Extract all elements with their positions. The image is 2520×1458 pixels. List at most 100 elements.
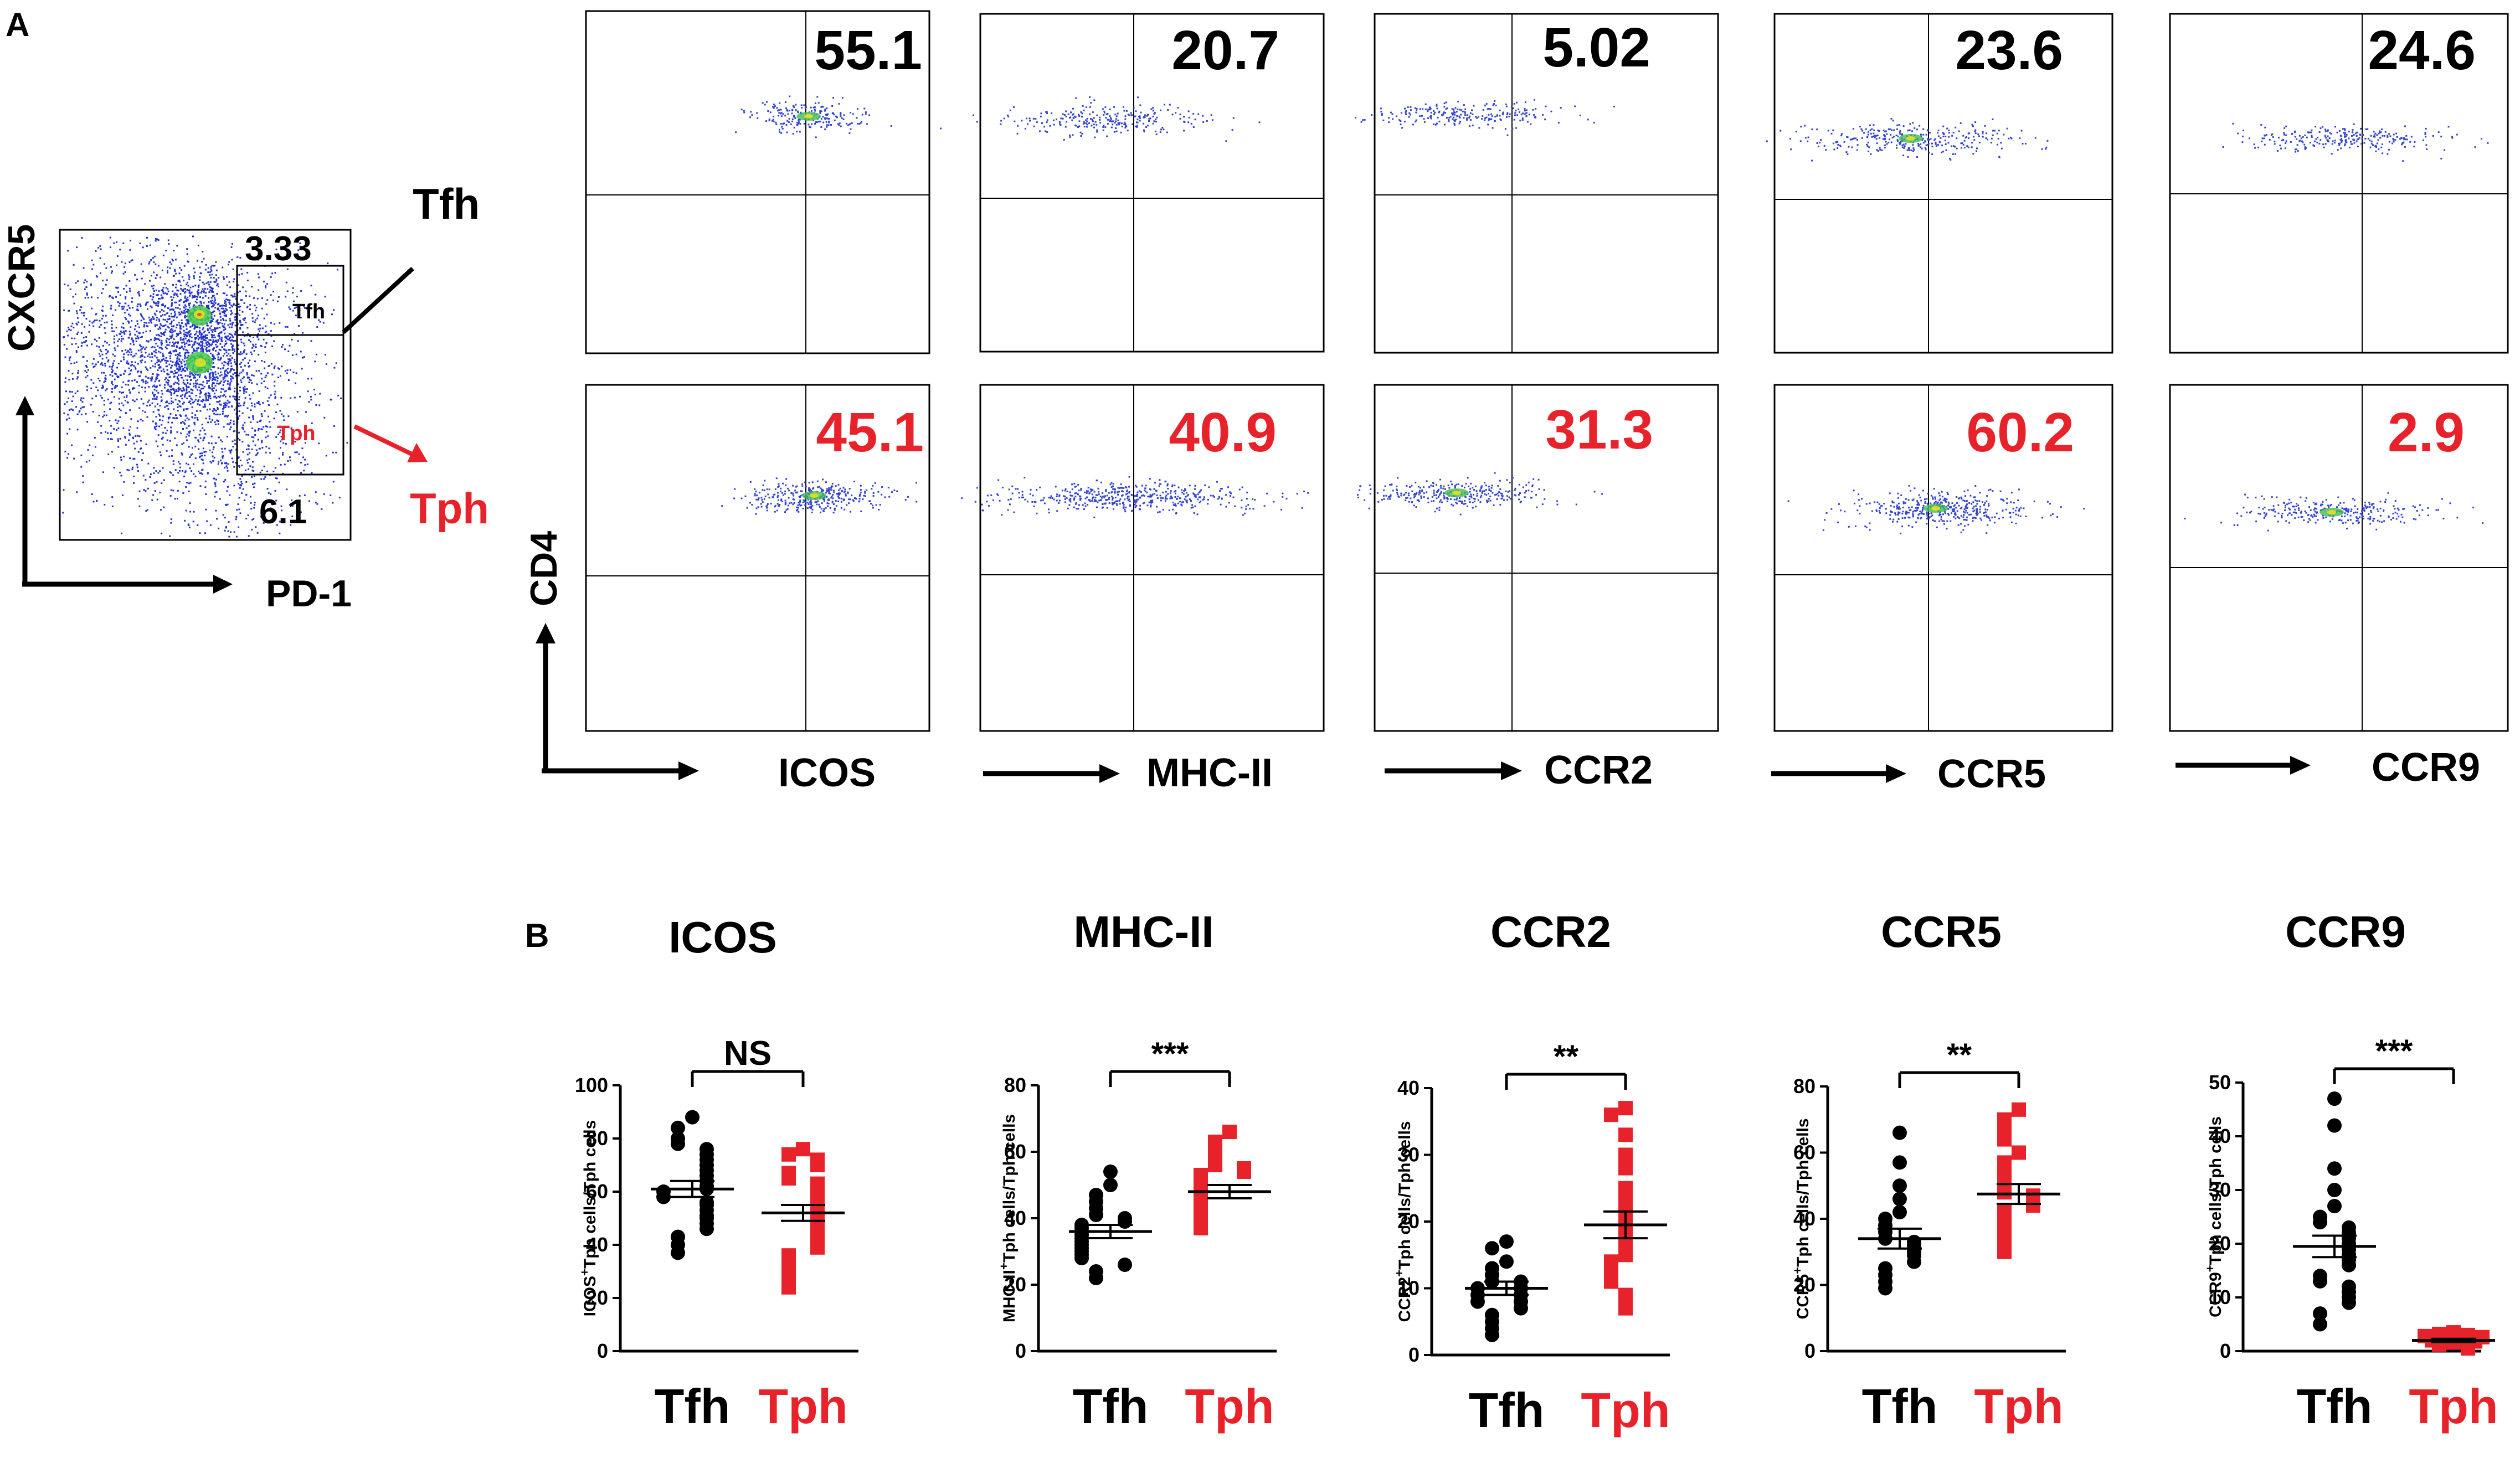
gating-event: [210, 435, 213, 437]
flow-event: [1866, 145, 1869, 147]
flow-event: [1161, 127, 1164, 128]
gating-event: [167, 266, 169, 269]
gating-event: [91, 398, 94, 400]
flow-event: [1490, 113, 1493, 115]
flow-event: [1535, 108, 1537, 110]
flow-event: [2393, 138, 2395, 141]
gating-event: [71, 378, 74, 380]
flow-event: [1457, 100, 1459, 102]
gating-event: [141, 355, 143, 357]
gating-event: [333, 309, 335, 311]
gating-event: [138, 332, 140, 334]
gating-event: [160, 396, 162, 398]
gating-event: [81, 401, 84, 403]
gating-event: [226, 467, 228, 469]
gating-event: [230, 375, 232, 377]
flow-event: [1405, 113, 1407, 115]
flow-event: [1175, 112, 1177, 114]
gating-event: [101, 358, 104, 360]
flow-event: [1933, 139, 1936, 141]
gating-event: [251, 353, 253, 356]
gating-event: [166, 312, 168, 315]
gating-event: [331, 313, 333, 316]
flow-event: [2325, 137, 2327, 139]
flow-event: [1877, 150, 1879, 152]
gating-event: [193, 277, 195, 280]
flow-event: [1532, 109, 1534, 111]
flow-event: [1488, 119, 1490, 121]
gating-event: [197, 285, 199, 287]
gating-event: [128, 434, 131, 436]
gating-event: [178, 358, 181, 360]
gating-event: [257, 273, 259, 275]
gating-event: [115, 309, 117, 311]
gating-event: [201, 346, 203, 348]
gating-event: [157, 360, 160, 362]
gating-event: [91, 343, 93, 346]
gating-event: [99, 380, 101, 382]
gating-event: [214, 442, 217, 444]
flow-event: [1490, 118, 1493, 120]
flow-event: [1489, 119, 1492, 121]
flow-event: [1091, 125, 1093, 127]
gating-event: [105, 374, 107, 377]
gating-event: [261, 516, 263, 518]
flow-event: [1452, 113, 1454, 115]
gating-event: [242, 318, 244, 320]
flow-event: [868, 114, 871, 116]
gating-event: [164, 359, 166, 362]
gating-event: [217, 372, 219, 374]
gating-event: [185, 408, 187, 410]
gating-event: [94, 365, 96, 368]
gating-event: [258, 370, 260, 372]
gating-event: [277, 377, 280, 379]
gating-event: [202, 288, 204, 290]
gating-event: [258, 403, 260, 405]
gating-event: [204, 406, 206, 408]
gating-event: [184, 423, 186, 425]
flow-event: [1875, 135, 1878, 137]
gating-event: [162, 314, 164, 316]
gating-event: [218, 353, 220, 355]
gating-event: [112, 353, 114, 356]
flow-event: [1060, 117, 1062, 120]
gating-event: [171, 389, 173, 390]
gating-event: [199, 485, 202, 487]
gating-event: [235, 375, 237, 377]
flow-event: [792, 503, 794, 506]
gating-event: [186, 439, 188, 441]
gating-event: [117, 291, 119, 293]
gating-event: [193, 473, 195, 475]
gating-event: [219, 368, 222, 370]
gating-event: [176, 358, 178, 360]
gating-event: [274, 380, 276, 383]
gating-event: [225, 462, 228, 464]
gating-event: [188, 425, 190, 427]
flow-event: [826, 114, 828, 116]
gating-event: [161, 269, 163, 271]
gating-event: [300, 317, 302, 318]
gating-event: [315, 502, 317, 504]
gating-event: [168, 331, 171, 333]
gating-event: [172, 341, 174, 343]
gating-event: [218, 383, 220, 385]
flow-event: [824, 109, 826, 111]
gating-event: [124, 396, 125, 398]
flow-event: [816, 121, 818, 123]
gating-event: [111, 365, 113, 368]
flow-event: [1799, 140, 1802, 142]
gating-event: [234, 387, 236, 389]
flow-event: [2264, 135, 2266, 137]
gating-event: [76, 246, 78, 249]
gating-event: [192, 344, 194, 346]
gating-event: [114, 396, 115, 398]
flow-event: [2399, 138, 2401, 140]
flow-percent-tph-mhcii: 40.9: [1169, 401, 1277, 463]
gating-event: [77, 331, 79, 333]
gating-event: [146, 339, 148, 342]
gating-event: [202, 459, 204, 461]
gating-event: [158, 367, 160, 369]
gating-event: [124, 302, 126, 305]
flow-event: [1433, 113, 1435, 115]
gating-event: [186, 391, 188, 394]
